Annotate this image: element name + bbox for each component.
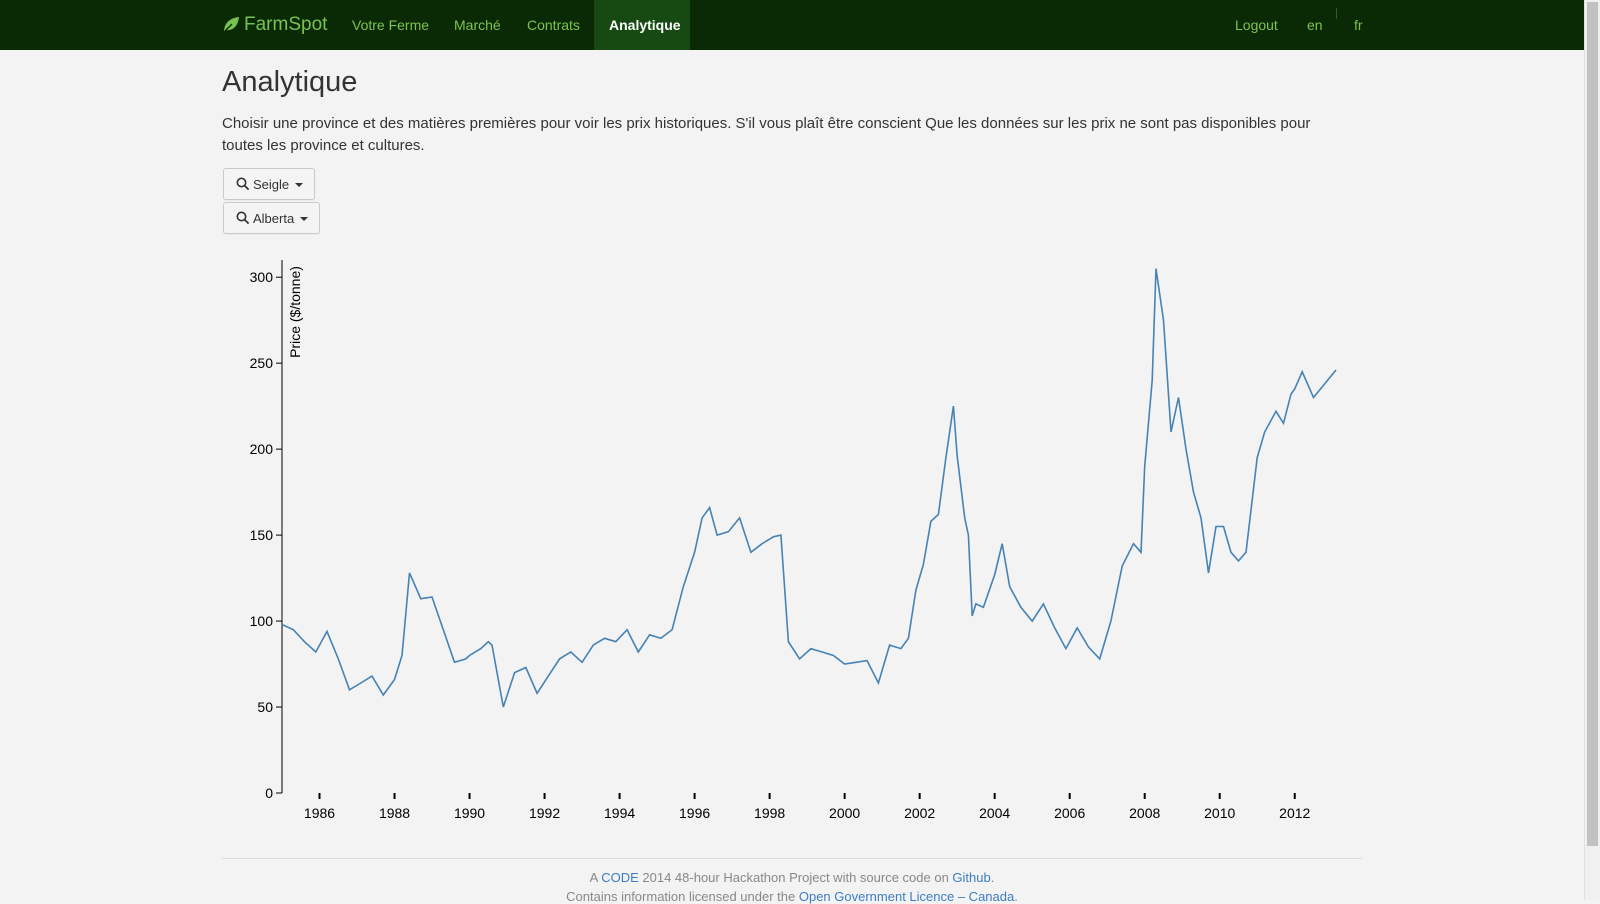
x-tick-label: 2004: [979, 805, 1010, 821]
language-fr-link[interactable]: fr: [1354, 17, 1363, 33]
x-tick-label: 2012: [1279, 805, 1310, 821]
y-axis: 0 50 100 150 200 250 300: [250, 260, 283, 801]
y-tick-label: 100: [250, 613, 274, 629]
nav-votre-ferme[interactable]: Votre Ferme: [352, 17, 430, 33]
price-series-line: [281, 268, 1337, 708]
language-en-link[interactable]: en: [1307, 17, 1323, 33]
y-tick-label: 50: [257, 699, 273, 715]
y-tick-label: 200: [250, 441, 274, 457]
footer-text: .: [1014, 889, 1018, 904]
y-tick-label: 150: [250, 527, 274, 543]
licence-link[interactable]: Open Government Licence – Canada: [798, 889, 1015, 904]
x-tick-label: 1988: [379, 805, 410, 821]
y-tick-label: 250: [250, 355, 274, 371]
page-intro-text: Choisir une province et des matières pre…: [222, 115, 1311, 154]
top-navbar: FarmSpot Votre Ferme Marché Contrats Ana…: [0, 0, 1584, 50]
page-scrollbar[interactable]: [1584, 0, 1600, 900]
x-tick-label: 1998: [754, 805, 785, 821]
footer-text: A: [589, 870, 602, 885]
y-tick-label: 0: [265, 785, 273, 801]
nav-separator: [1336, 8, 1337, 19]
x-axis: 1986 1988 1990 1992 1994 1996 1998 2000 2002 2004…: [304, 793, 1311, 821]
x-tick-label: 2008: [1129, 805, 1160, 821]
footer-divider: [222, 858, 1362, 859]
x-tick-label: 1994: [604, 805, 635, 821]
y-axis-label: Price ($/tonne): [287, 266, 303, 358]
province-dropdown-label: Alberta: [253, 210, 295, 226]
search-icon: [236, 177, 250, 191]
x-tick-label: 2000: [829, 805, 860, 821]
x-tick-label: 1986: [304, 805, 335, 821]
footer-text: Contains information licensed under the: [566, 889, 799, 904]
caret-down-icon: [300, 217, 309, 221]
commodity-dropdown[interactable]: Seigle: [223, 168, 316, 200]
footer-text: .: [990, 870, 995, 885]
commodity-dropdown-label: Seigle: [253, 176, 290, 192]
caret-down-icon: [295, 183, 304, 187]
nav-analytique[interactable]: Analytique: [594, 0, 690, 50]
nav-marche[interactable]: Marché: [454, 17, 501, 33]
x-tick-label: 2006: [1054, 805, 1085, 821]
footer-text: 2014 48-hour Hackathon Project with sour…: [638, 870, 953, 885]
footer-line-credits: A CODE 2014 48-hour Hackathon Project wi…: [222, 870, 1362, 885]
x-tick-label: 2002: [904, 805, 935, 821]
y-tick-label: 300: [250, 269, 274, 285]
x-tick-label: 1990: [454, 805, 485, 821]
x-tick-label: 1996: [679, 805, 710, 821]
github-link[interactable]: Github: [952, 870, 991, 885]
leaf-icon: [222, 16, 240, 34]
brand-link[interactable]: FarmSpot: [222, 0, 327, 50]
page-title: Analytique: [222, 66, 358, 98]
brand-name: FarmSpot: [244, 14, 328, 35]
x-tick-label: 2010: [1204, 805, 1235, 821]
nav-contrats[interactable]: Contrats: [527, 17, 580, 33]
logout-link[interactable]: Logout: [1235, 17, 1278, 33]
footer-line-licence: Contains information licensed under the …: [222, 889, 1362, 904]
province-dropdown[interactable]: Alberta: [223, 202, 321, 234]
x-tick-label: 1992: [529, 805, 560, 821]
code-link[interactable]: CODE: [601, 870, 639, 885]
search-icon: [236, 211, 250, 225]
scrollbar-thumb[interactable]: [1587, 2, 1598, 846]
